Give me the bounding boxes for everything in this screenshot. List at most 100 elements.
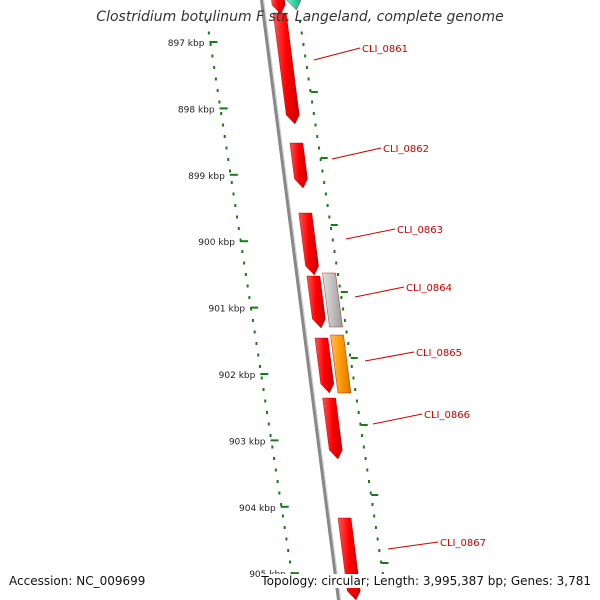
track-dot <box>283 526 286 529</box>
track-dot <box>225 146 228 150</box>
kbp-tick-label: 897 kbp <box>168 39 205 49</box>
track-dot <box>266 411 269 414</box>
genome-backbone-highlight <box>263 0 341 600</box>
track-dot <box>314 123 317 127</box>
track-dot <box>305 66 308 69</box>
track-dot <box>221 123 224 127</box>
gene-leader-line <box>354 286 405 298</box>
track-dot <box>333 250 336 253</box>
track-dot <box>362 445 365 449</box>
track-dot <box>273 457 276 460</box>
track-dot <box>369 491 372 495</box>
track-dot <box>331 238 334 242</box>
track-dot <box>321 169 324 173</box>
gene-label: CLI_0865 <box>416 348 462 359</box>
gene-label: CLI_0867 <box>440 538 486 549</box>
track-dot <box>355 399 358 403</box>
track-dot <box>246 284 249 288</box>
genome-backbone <box>260 0 341 600</box>
gene-leader-line <box>345 228 396 240</box>
track-dot <box>323 181 326 184</box>
track-dot <box>287 549 290 552</box>
track-dot <box>228 169 231 173</box>
gene-leader-line <box>372 413 423 425</box>
track-dot <box>361 434 364 437</box>
track-dot <box>366 468 369 472</box>
kbp-tick-label: 901 kbp <box>208 305 245 315</box>
track-dot <box>345 330 348 334</box>
gene-arrow <box>322 397 343 460</box>
track-dot <box>328 215 331 219</box>
track-dot <box>336 273 339 276</box>
track-dot <box>350 365 353 368</box>
track-dot <box>278 491 281 495</box>
genome-title: Clostridium botulinum F str. Langeland, … <box>96 9 504 25</box>
gene-arrow <box>298 212 319 276</box>
track-dot <box>255 342 258 345</box>
track-dot <box>206 20 209 23</box>
track-dot <box>359 422 362 426</box>
track-dot <box>317 146 320 150</box>
track-dot <box>269 434 272 437</box>
accession-text: Accession: NC_009699 <box>9 574 146 588</box>
track-dot <box>300 31 303 35</box>
track-dot <box>281 514 284 518</box>
track-dot <box>260 376 263 380</box>
kbp-tick-label: 903 kbp <box>229 437 266 447</box>
gene-leader-line <box>313 47 361 61</box>
track-dot <box>319 158 322 161</box>
track-dot <box>250 307 253 311</box>
genome-summary-text: Topology: circular; Length: 3,995,387 bp… <box>261 574 591 588</box>
gene-leader-line <box>364 351 415 362</box>
track-dot <box>324 192 327 196</box>
track-dot <box>307 77 310 81</box>
track-dot <box>373 514 376 518</box>
track-dot <box>299 20 301 23</box>
track-dot <box>368 480 370 483</box>
track-dot <box>236 215 239 219</box>
gene-arrow <box>330 334 352 394</box>
track-dot <box>209 43 212 46</box>
track-dot <box>302 43 305 46</box>
gene-label: CLI_0866 <box>424 410 470 421</box>
gene-leader-line <box>331 147 382 160</box>
track-dot <box>276 480 279 483</box>
track-dot <box>218 100 221 104</box>
track-dot <box>232 192 235 196</box>
track-dot <box>280 503 283 506</box>
track-dot <box>251 319 254 322</box>
track-dot <box>220 112 223 115</box>
track-dot <box>357 411 360 414</box>
track-dot <box>349 353 352 357</box>
track-dot <box>354 388 357 391</box>
track-dot <box>378 549 381 552</box>
track-dot <box>267 422 270 426</box>
track-dot <box>381 572 384 575</box>
track-dot <box>312 112 315 115</box>
gene-arrow <box>289 142 308 189</box>
gene-label: CLI_0863 <box>397 225 443 236</box>
track-dot <box>207 31 210 35</box>
kbp-tick-label: 902 kbp <box>219 371 256 381</box>
track-dot <box>338 284 341 288</box>
track-dot <box>347 342 350 345</box>
inner-dot-track <box>206 20 293 575</box>
track-dot <box>264 399 267 403</box>
track-dot <box>248 296 251 299</box>
track-dot <box>234 204 237 207</box>
track-dot <box>326 204 329 207</box>
track-dot <box>244 273 247 276</box>
track-dot <box>237 227 240 230</box>
track-dot <box>340 296 343 299</box>
gene-arrow <box>287 0 301 11</box>
gene-arrow <box>272 12 300 125</box>
track-dot <box>288 560 291 564</box>
gene-label: CLI_0861 <box>362 44 408 55</box>
track-dot <box>239 238 242 242</box>
track-dot <box>214 77 217 81</box>
kbp-tick-label: 899 kbp <box>188 172 225 182</box>
track-dot <box>274 468 277 472</box>
track-dot <box>223 135 226 138</box>
track-dot <box>343 319 346 322</box>
